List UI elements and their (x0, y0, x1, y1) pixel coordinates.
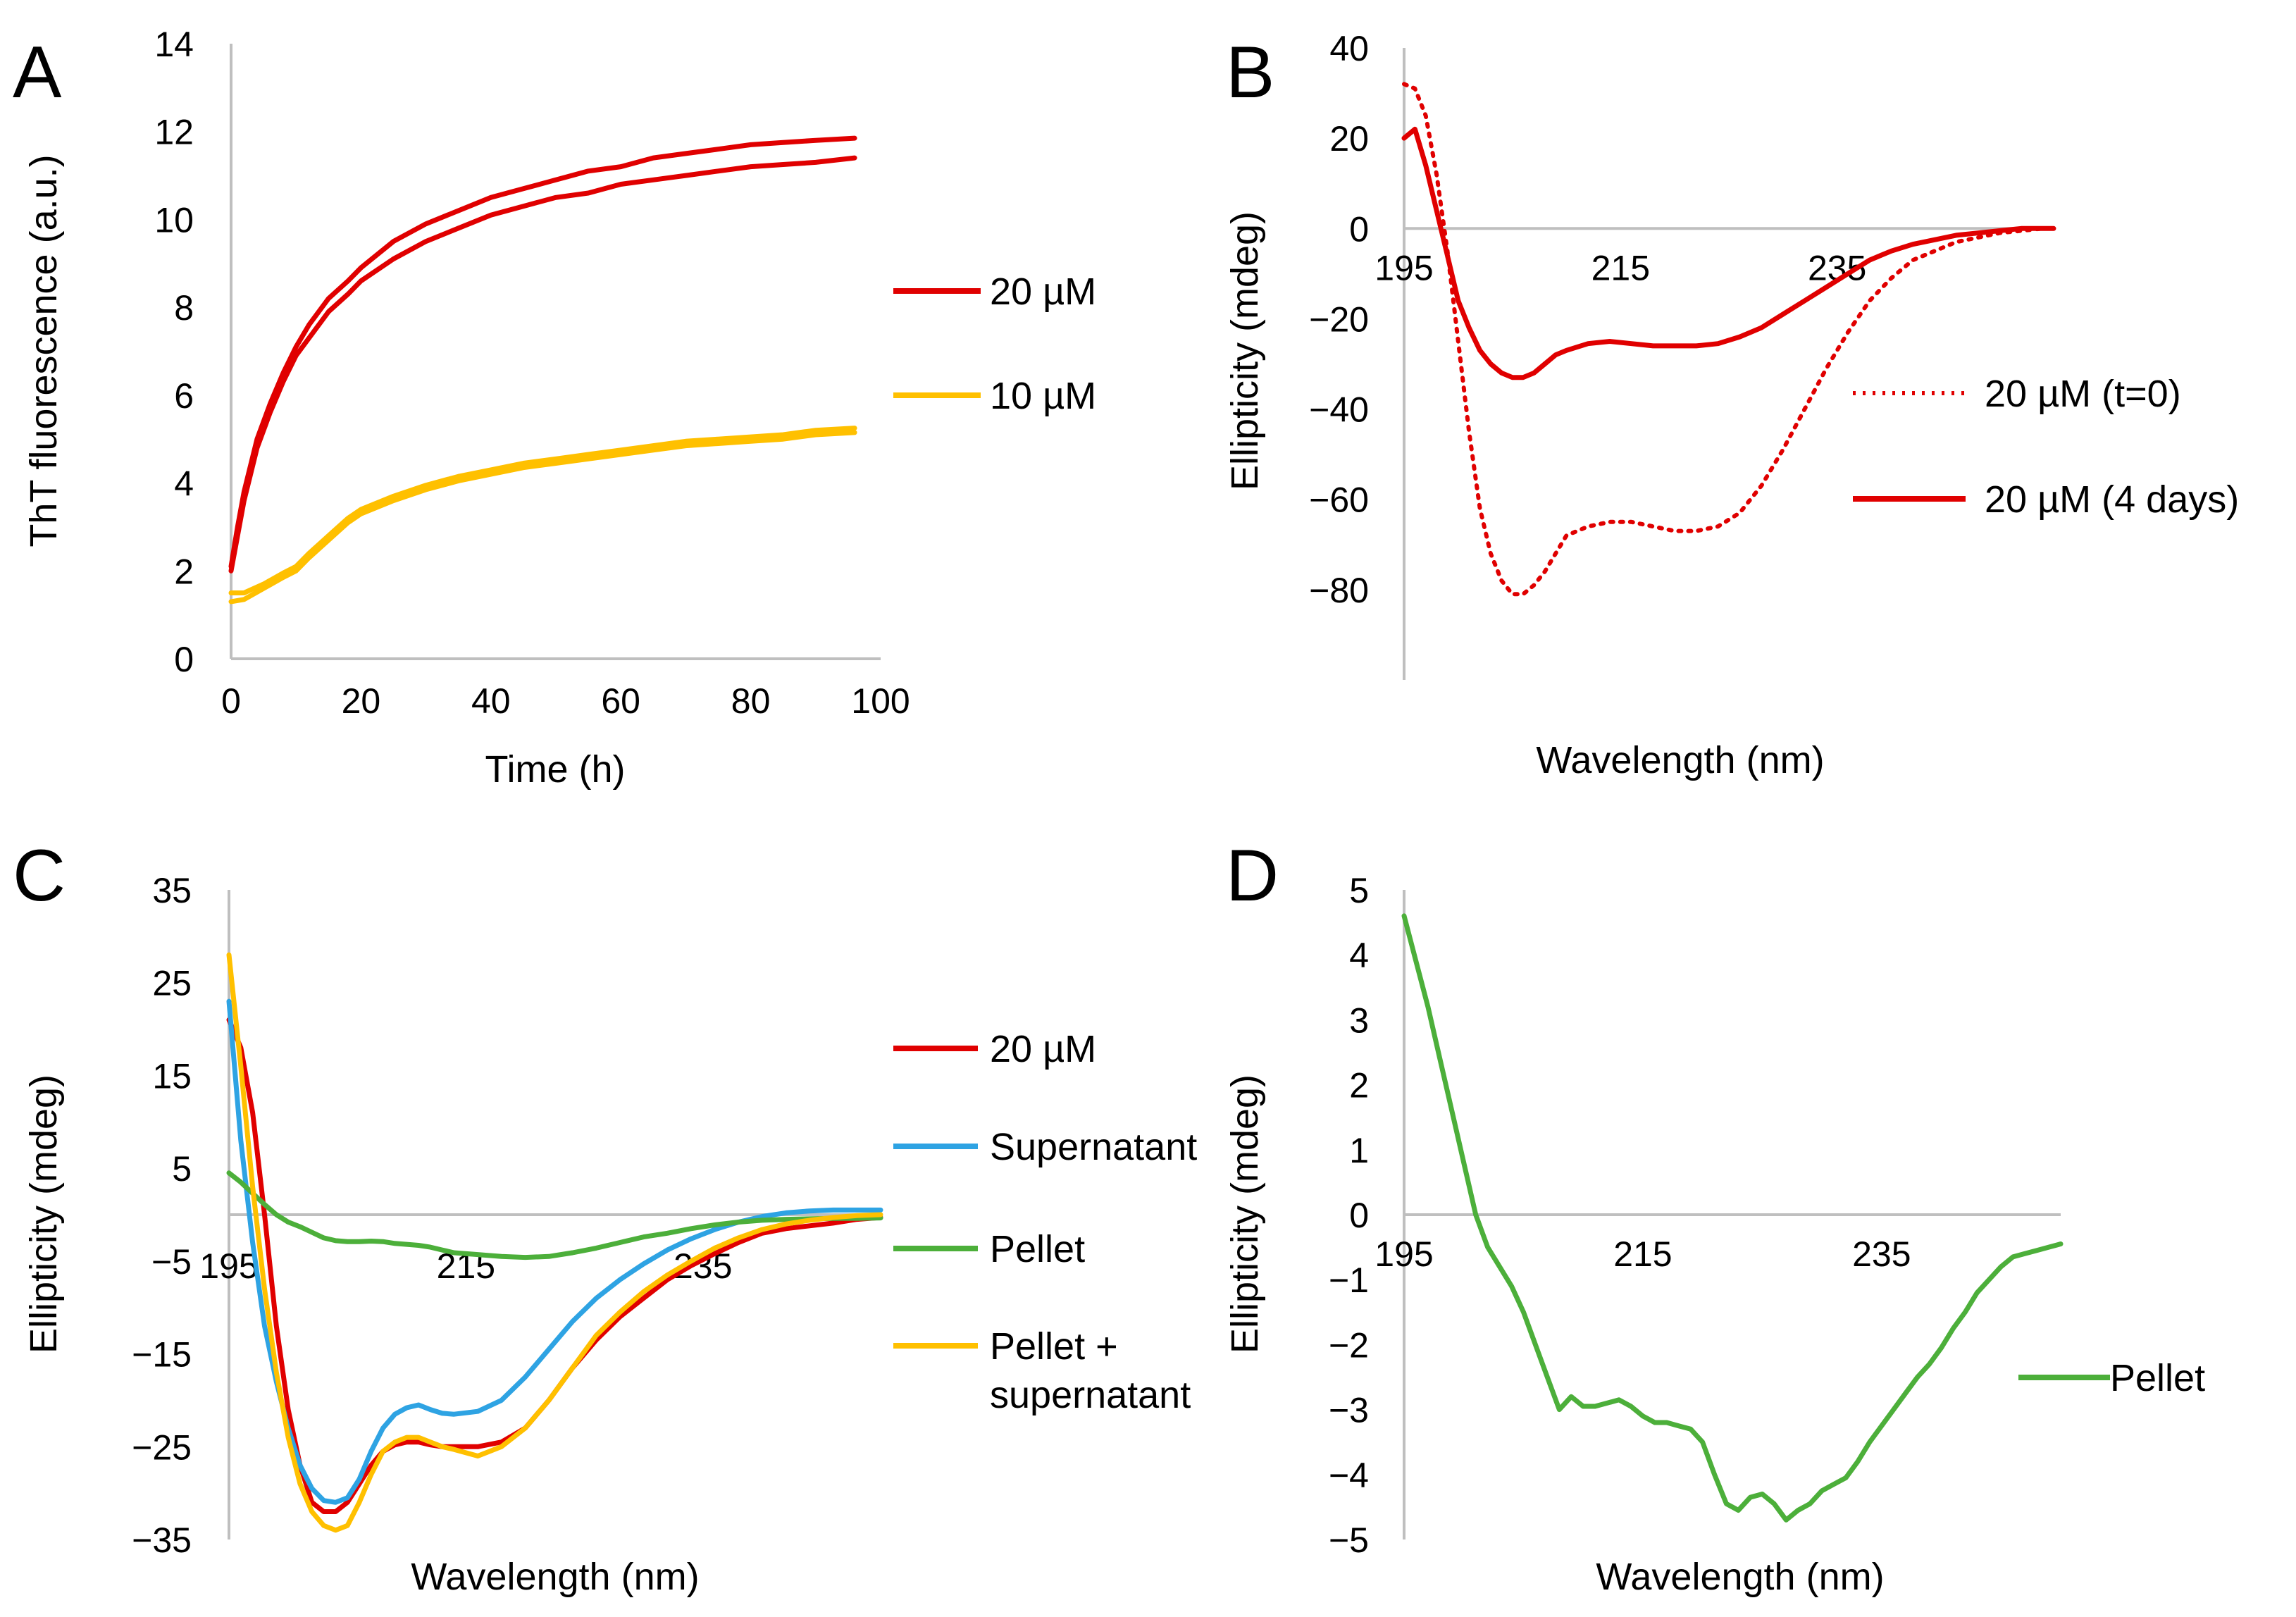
panel-a-y-tick-label: 8 (174, 288, 194, 328)
panel-b-y-tick-label: 40 (1329, 29, 1369, 68)
panel-a-y-tick-label: 14 (154, 25, 194, 64)
panel-b-y-tick-label: −60 (1309, 481, 1369, 520)
panel-a-y-tick-label: 0 (174, 640, 194, 679)
panel-c-series-pellet (226, 1170, 883, 1260)
panel-d-series-pellet (1401, 913, 2064, 1523)
panel-c-x-tick-label: 195 (199, 1246, 258, 1286)
panel-letter-a: A (13, 32, 62, 113)
panel-letter-d: D (1226, 835, 1279, 917)
panel-a-y-tick-label: 10 (154, 200, 194, 240)
panel-d-y-tick-label: 2 (1349, 1066, 1369, 1105)
panel-c-legend-label-20-um: 20 µM (990, 1028, 1096, 1070)
panel-a-series-10-um-replicate-1 (228, 426, 857, 595)
panel-b-series-20-um-t-0 (1402, 82, 2056, 597)
panel-b-series-20-um-4-days (1401, 126, 2056, 380)
panel-c-y-tick-label: −25 (132, 1427, 192, 1467)
panel-d-x-tick-label: 235 (1852, 1234, 1911, 1274)
panel-a-series-20-um-replicate-2 (228, 155, 857, 574)
panel-b-y-tick-label: 0 (1349, 209, 1369, 249)
panel-a-y-tick-label: 4 (174, 464, 194, 504)
panel-a-x-tick-label: 40 (471, 681, 511, 721)
panel-a-chart: 0 2 4 6 8 10 12 14 0 20 40 60 80 100 Time (h) ThT fluor… (23, 25, 1096, 791)
panel-letter-c: C (13, 835, 66, 917)
panel-d-y-tick-label: 4 (1349, 936, 1369, 975)
panel-c-y-tick-label: 5 (172, 1149, 192, 1189)
panel-b-x-tick-label: 195 (1375, 248, 1433, 287)
panel-d-legend-label-pellet: Pellet (2110, 1357, 2205, 1399)
panel-a-y-tick-label: 2 (174, 552, 194, 591)
panel-a-x-tick-label: 100 (851, 681, 910, 721)
panel-a-x-axis-title: Time (h) (485, 748, 626, 791)
panel-d-y-tick-label: −5 (1329, 1520, 1369, 1560)
panel-d-y-tick-label: 5 (1349, 871, 1369, 910)
panel-b-y-axis-title: Ellipticity (mdeg) (1224, 211, 1266, 490)
panel-c-legend-label-pellet: Pellet (990, 1228, 1085, 1270)
panel-b-legend-label-20-um-t-0: 20 µM (t=0) (1985, 373, 2181, 415)
panel-b-x-axis-title: Wavelength (nm) (1536, 739, 1824, 781)
panel-d-y-tick-label: −4 (1329, 1456, 1369, 1495)
panel-c-series-20-um (226, 1017, 883, 1514)
panel-b-y-tick-label: −20 (1309, 299, 1369, 339)
panel-a-legend-label-20-um: 20 µM (990, 271, 1096, 313)
panel-d-y-tick-label: 3 (1349, 1000, 1369, 1040)
panel-c-series-pellet-supernatant (226, 952, 883, 1533)
panel-b-y-tick-label: −40 (1309, 390, 1369, 430)
panel-a-series-10-um-replicate-2 (228, 430, 857, 605)
panel-d-y-tick-label: −2 (1329, 1325, 1369, 1365)
panel-c-y-tick-label: 35 (152, 871, 192, 910)
panel-d-y-tick-label: 1 (1349, 1131, 1369, 1170)
panel-c-legend-label-line2: supernatant (990, 1374, 1191, 1416)
panel-c-y-tick-label: 25 (152, 964, 192, 1003)
panel-letter-b: B (1226, 32, 1274, 113)
panel-d-x-tick-label: 195 (1375, 1234, 1433, 1274)
panel-a-x-tick-label: 80 (731, 681, 771, 721)
panel-d-y-axis-title: Ellipticity (mdeg) (1224, 1074, 1266, 1353)
panel-a-legend-label-10-um: 10 µM (990, 375, 1096, 417)
panel-a-x-tick-label: 0 (221, 681, 241, 721)
panel-a-y-tick-label: 12 (154, 113, 194, 152)
panel-d-x-tick-label: 215 (1613, 1234, 1672, 1274)
panel-c-legend-label-pellet: Pellet + (990, 1325, 1118, 1368)
panel-d-y-tick-label: 0 (1349, 1196, 1369, 1235)
panel-c-y-tick-label: −35 (132, 1520, 192, 1560)
panel-c-y-axis-title: Ellipticity (mdeg) (23, 1074, 65, 1353)
panel-c-y-tick-label: −5 (151, 1242, 192, 1282)
panel-c-x-axis-title: Wavelength (nm) (411, 1556, 699, 1598)
panel-a-x-tick-label: 60 (601, 681, 640, 721)
panel-d-y-tick-label: −1 (1329, 1260, 1369, 1300)
panel-c-legend-label-supernatant: Supernatant (990, 1126, 1197, 1168)
panel-c-y-tick-label: −15 (132, 1335, 192, 1375)
panel-a-y-axis-title: ThT fluorescence (a.u.) (23, 154, 65, 547)
panel-c-series-supernatant (226, 998, 883, 1505)
panel-b-legend-label-20-um-4-days: 20 µM (4 days) (1985, 478, 2239, 521)
panel-b-y-tick-label: 20 (1329, 119, 1369, 159)
panel-b-x-tick-label: 215 (1591, 248, 1650, 287)
panel-a-x-tick-label: 20 (342, 681, 381, 721)
panel-a-y-tick-label: 6 (174, 376, 194, 416)
panel-b-y-tick-label: −80 (1309, 571, 1369, 610)
panel-d-y-tick-label: −3 (1329, 1391, 1369, 1430)
panel-d-x-axis-title: Wavelength (nm) (1596, 1556, 1884, 1598)
panel-a-series-20-um-replicate-1 (228, 135, 857, 569)
panel-c-y-tick-label: 15 (152, 1056, 192, 1096)
panel-d-chart: −5 −4 −3 −2 −1 0 1 2 3 4 5 195 215 235 Wavelength (nm)… (1224, 871, 2205, 1598)
